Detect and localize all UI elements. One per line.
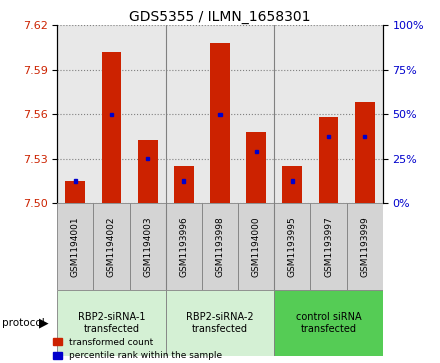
Legend: transformed count, percentile rank within the sample: transformed count, percentile rank withi… [53, 338, 222, 360]
Text: GSM1194002: GSM1194002 [107, 217, 116, 277]
Bar [246, 132, 266, 203]
Text: RBP2-siRNA-1
transfected: RBP2-siRNA-1 transfected [78, 312, 145, 334]
Bar [73, 179, 77, 183]
Bar [327, 135, 330, 138]
Text: GSM1193996: GSM1193996 [180, 216, 188, 277]
Bar [93, 203, 129, 290]
Bar [274, 203, 311, 290]
Bar [282, 166, 302, 203]
Bar [238, 203, 274, 290]
Bar [355, 102, 375, 203]
Bar [182, 179, 185, 183]
Bar [166, 203, 202, 290]
Text: GSM1194003: GSM1194003 [143, 216, 152, 277]
Text: GSM1194001: GSM1194001 [71, 216, 80, 277]
Bar [218, 113, 222, 116]
Bar [210, 43, 230, 203]
Bar [255, 150, 258, 153]
Text: GSM1193998: GSM1193998 [216, 216, 224, 277]
Text: RBP2-siRNA-2
transfected: RBP2-siRNA-2 transfected [186, 312, 254, 334]
Bar [110, 113, 113, 116]
Bar [57, 290, 166, 356]
Text: GSM1193995: GSM1193995 [288, 216, 297, 277]
Bar [138, 139, 158, 203]
Bar [146, 157, 149, 160]
Text: protocol: protocol [2, 318, 45, 328]
Text: GSM1193997: GSM1193997 [324, 216, 333, 277]
Bar [274, 290, 383, 356]
Bar [174, 166, 194, 203]
Bar [129, 203, 166, 290]
Text: ▶: ▶ [39, 317, 48, 330]
Text: GSM1194000: GSM1194000 [252, 216, 260, 277]
Bar [363, 135, 367, 138]
Bar [202, 203, 238, 290]
Text: control siRNA
transfected: control siRNA transfected [296, 312, 361, 334]
Bar [102, 52, 121, 203]
Bar [57, 203, 93, 290]
Text: GSM1193999: GSM1193999 [360, 216, 369, 277]
Bar [311, 203, 347, 290]
Title: GDS5355 / ILMN_1658301: GDS5355 / ILMN_1658301 [129, 11, 311, 24]
Bar [291, 179, 294, 183]
Bar [347, 203, 383, 290]
Bar [66, 181, 85, 203]
Bar [166, 290, 274, 356]
Bar [319, 117, 338, 203]
